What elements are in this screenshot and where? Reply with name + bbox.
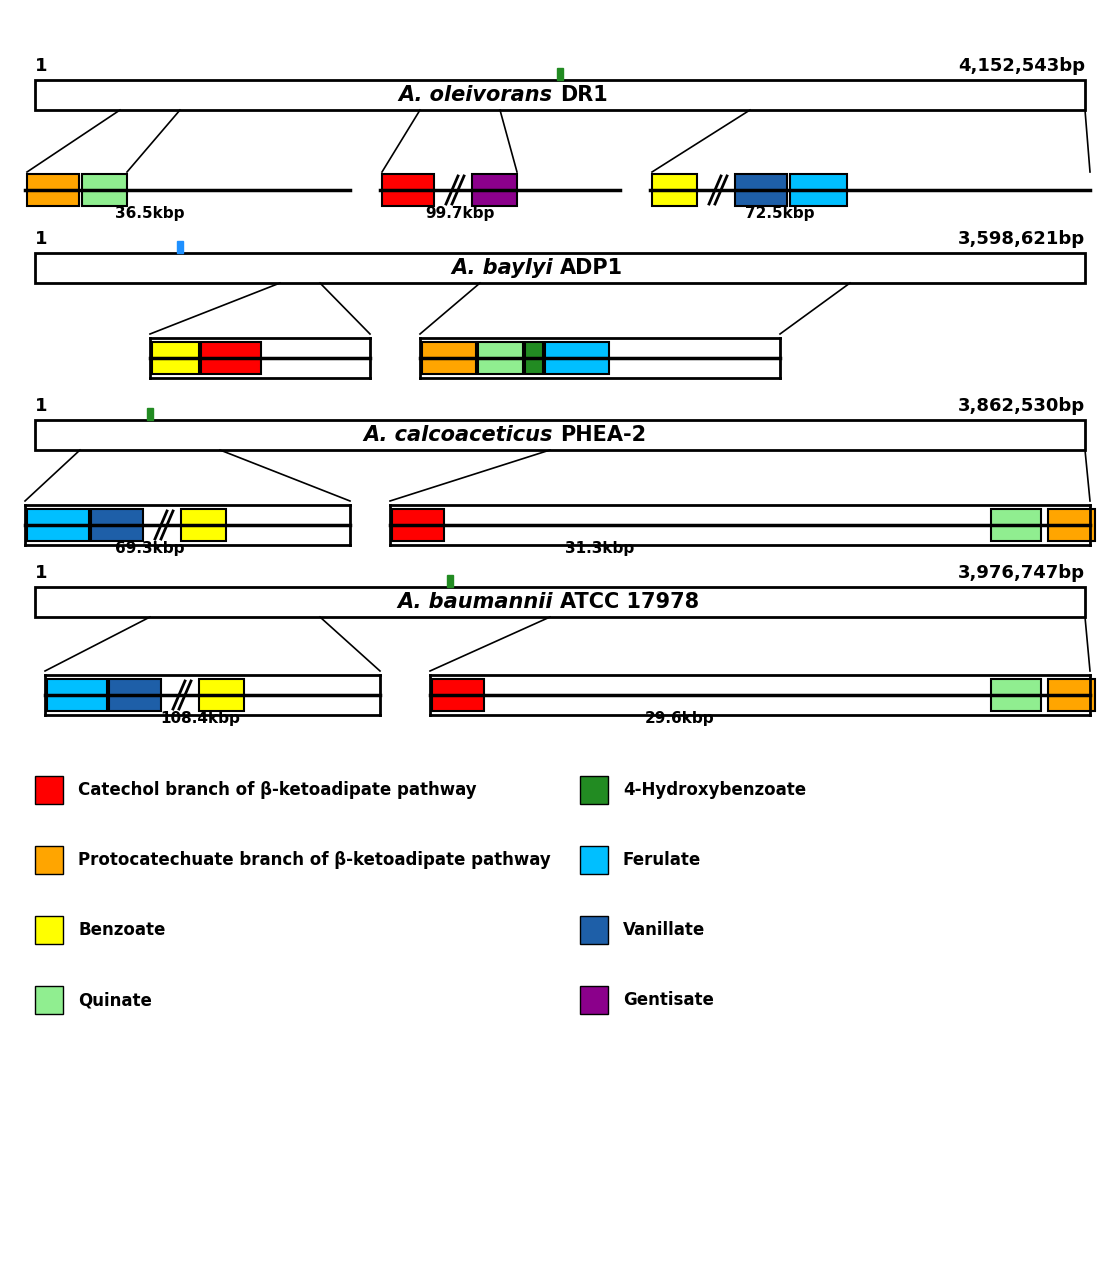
Bar — [545, 342, 609, 374]
Text: Vanillate: Vanillate — [623, 922, 705, 940]
Bar — [580, 846, 608, 874]
Text: Protocatechuate branch of β-ketoadipate pathway: Protocatechuate branch of β-ketoadipate … — [78, 851, 551, 869]
Bar — [199, 678, 244, 710]
Bar — [446, 575, 453, 588]
Bar — [1049, 509, 1096, 541]
Bar — [152, 342, 199, 374]
Text: 69.3kbp: 69.3kbp — [115, 541, 185, 556]
Text: Ferulate: Ferulate — [623, 851, 702, 869]
Bar — [422, 342, 476, 374]
Bar — [580, 776, 608, 804]
Bar — [1049, 678, 1096, 710]
Text: 31.3kbp: 31.3kbp — [565, 541, 634, 556]
Text: A. calcoaceticus: A. calcoaceticus — [364, 425, 560, 445]
Bar — [27, 509, 90, 541]
Bar — [525, 342, 543, 374]
Bar — [557, 68, 563, 81]
Bar — [382, 174, 434, 206]
FancyBboxPatch shape — [35, 81, 1085, 110]
Bar — [790, 174, 847, 206]
Bar — [91, 509, 143, 541]
Bar — [580, 916, 608, 945]
Text: 3,598,621bp: 3,598,621bp — [958, 230, 1085, 248]
Bar — [652, 174, 697, 206]
Bar — [735, 174, 787, 206]
Text: 36.5kbp: 36.5kbp — [115, 206, 185, 221]
Text: 1: 1 — [35, 230, 47, 248]
Bar — [991, 509, 1041, 541]
Text: 108.4kbp: 108.4kbp — [160, 710, 239, 726]
Bar — [109, 678, 161, 710]
Text: 4-Hydroxybenzoate: 4-Hydroxybenzoate — [623, 781, 806, 799]
Bar — [472, 174, 517, 206]
FancyBboxPatch shape — [35, 588, 1085, 617]
Text: PHEA-2: PHEA-2 — [560, 425, 646, 445]
FancyBboxPatch shape — [35, 420, 1085, 451]
Bar — [82, 174, 126, 206]
Text: DR1: DR1 — [560, 84, 608, 105]
Text: 3,976,747bp: 3,976,747bp — [958, 564, 1085, 582]
Text: Gentisate: Gentisate — [623, 991, 714, 1009]
Text: A. baumannii: A. baumannii — [397, 591, 560, 612]
Text: Benzoate: Benzoate — [78, 922, 166, 940]
Text: 4,152,543bp: 4,152,543bp — [958, 58, 1085, 76]
Bar — [35, 776, 63, 804]
Bar — [147, 408, 153, 420]
FancyBboxPatch shape — [35, 253, 1085, 283]
Bar — [580, 986, 608, 1014]
Text: 99.7kbp: 99.7kbp — [425, 206, 495, 221]
Bar — [392, 509, 444, 541]
Text: A. baylyi: A. baylyi — [451, 259, 560, 278]
Text: 72.5kbp: 72.5kbp — [745, 206, 815, 221]
Bar — [47, 678, 107, 710]
Text: ATCC 17978: ATCC 17978 — [560, 591, 699, 612]
Text: Catechol branch of β-ketoadipate pathway: Catechol branch of β-ketoadipate pathway — [78, 781, 477, 799]
Text: 1: 1 — [35, 564, 47, 582]
Bar — [177, 241, 184, 253]
Text: 29.6kbp: 29.6kbp — [646, 710, 715, 726]
Text: ADP1: ADP1 — [560, 259, 623, 278]
Text: Quinate: Quinate — [78, 991, 152, 1009]
Bar — [201, 342, 261, 374]
Bar — [432, 678, 485, 710]
Bar — [35, 916, 63, 945]
Text: 1: 1 — [35, 58, 47, 76]
Bar — [181, 509, 226, 541]
Text: 1: 1 — [35, 397, 47, 415]
Bar — [478, 342, 523, 374]
Text: A. oleivorans: A. oleivorans — [398, 84, 560, 105]
Bar — [35, 846, 63, 874]
Bar — [991, 678, 1041, 710]
Text: 3,862,530bp: 3,862,530bp — [958, 397, 1085, 415]
Bar — [35, 986, 63, 1014]
Bar — [27, 174, 79, 206]
